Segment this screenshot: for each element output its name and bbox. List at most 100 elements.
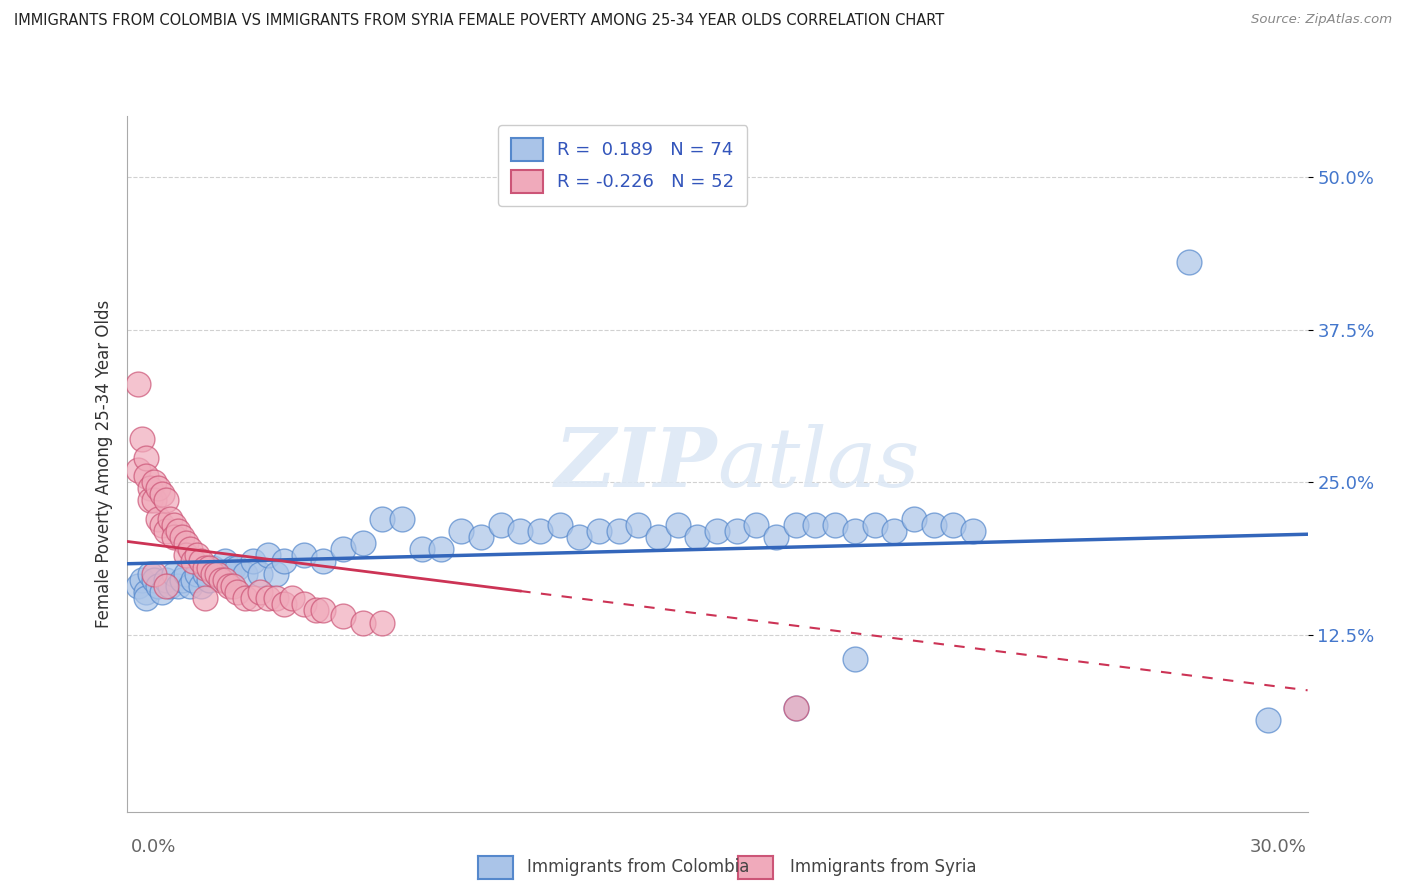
Point <box>312 603 335 617</box>
Point <box>194 591 217 606</box>
Point <box>627 517 650 532</box>
Point <box>194 560 217 574</box>
Point <box>903 512 925 526</box>
Point <box>222 579 245 593</box>
Point <box>450 524 472 538</box>
Point <box>209 573 232 587</box>
Point <box>190 554 212 568</box>
Point <box>785 701 807 715</box>
Point <box>883 524 905 538</box>
Point <box>529 524 551 538</box>
Point <box>273 554 295 568</box>
Point <box>127 463 149 477</box>
Point <box>159 512 181 526</box>
Point <box>183 573 205 587</box>
Point <box>198 573 221 587</box>
Point <box>135 591 157 606</box>
Point <box>804 517 827 532</box>
Point <box>588 524 610 538</box>
Point <box>143 566 166 581</box>
Point <box>765 530 787 544</box>
Point <box>174 566 197 581</box>
Point <box>166 524 188 538</box>
Point <box>264 566 287 581</box>
Point <box>183 554 205 568</box>
Point <box>143 475 166 490</box>
Text: Source: ZipAtlas.com: Source: ZipAtlas.com <box>1251 13 1392 27</box>
Point <box>824 517 846 532</box>
Point <box>166 579 188 593</box>
Point <box>179 542 201 557</box>
Point <box>222 560 245 574</box>
Point <box>725 524 748 538</box>
Point <box>332 609 354 624</box>
Point <box>155 493 177 508</box>
Point <box>568 530 591 544</box>
Point <box>135 450 157 465</box>
Point <box>312 554 335 568</box>
Point <box>190 579 212 593</box>
Point <box>150 585 173 599</box>
Point <box>135 585 157 599</box>
Point <box>352 615 374 630</box>
Text: IMMIGRANTS FROM COLOMBIA VS IMMIGRANTS FROM SYRIA FEMALE POVERTY AMONG 25-34 YEA: IMMIGRANTS FROM COLOMBIA VS IMMIGRANTS F… <box>14 13 945 29</box>
Point <box>1257 713 1279 727</box>
Point <box>163 517 186 532</box>
Point <box>745 517 768 532</box>
Point <box>214 554 236 568</box>
Point <box>548 517 571 532</box>
Point <box>304 603 326 617</box>
Point <box>371 512 394 526</box>
Point <box>127 579 149 593</box>
Point <box>489 517 512 532</box>
Point <box>292 549 315 563</box>
Point <box>863 517 886 532</box>
Point <box>170 573 193 587</box>
Point <box>785 701 807 715</box>
Point <box>785 517 807 532</box>
Point <box>209 566 232 581</box>
Point <box>146 512 169 526</box>
Text: Immigrants from Colombia: Immigrants from Colombia <box>527 858 749 876</box>
Point <box>186 549 208 563</box>
Point <box>962 524 984 538</box>
Point <box>131 573 153 587</box>
Point <box>1178 255 1201 269</box>
Point <box>352 536 374 550</box>
Point <box>139 481 162 495</box>
Point <box>470 530 492 544</box>
Point <box>143 573 166 587</box>
Point <box>225 560 247 574</box>
Point <box>249 585 271 599</box>
Point <box>647 530 669 544</box>
Point <box>155 573 177 587</box>
Point <box>202 560 225 574</box>
Point <box>150 517 173 532</box>
Point <box>706 524 728 538</box>
Point <box>430 542 453 557</box>
Legend: R =  0.189   N = 74, R = -0.226   N = 52: R = 0.189 N = 74, R = -0.226 N = 52 <box>498 125 747 206</box>
Point <box>146 481 169 495</box>
Point <box>205 566 228 581</box>
Point <box>139 493 162 508</box>
Point <box>139 566 162 581</box>
Point <box>159 579 181 593</box>
Point <box>242 554 264 568</box>
Point <box>135 469 157 483</box>
Point <box>666 517 689 532</box>
Point <box>202 566 225 581</box>
Point <box>844 524 866 538</box>
Point <box>242 591 264 606</box>
Point <box>249 566 271 581</box>
Point <box>411 542 433 557</box>
Point <box>332 542 354 557</box>
Point <box>186 566 208 581</box>
Point <box>371 615 394 630</box>
Text: 0.0%: 0.0% <box>131 838 176 856</box>
Point <box>214 573 236 587</box>
Point <box>844 652 866 666</box>
Point <box>225 585 247 599</box>
Point <box>179 579 201 593</box>
Point <box>292 597 315 611</box>
Point <box>281 591 304 606</box>
